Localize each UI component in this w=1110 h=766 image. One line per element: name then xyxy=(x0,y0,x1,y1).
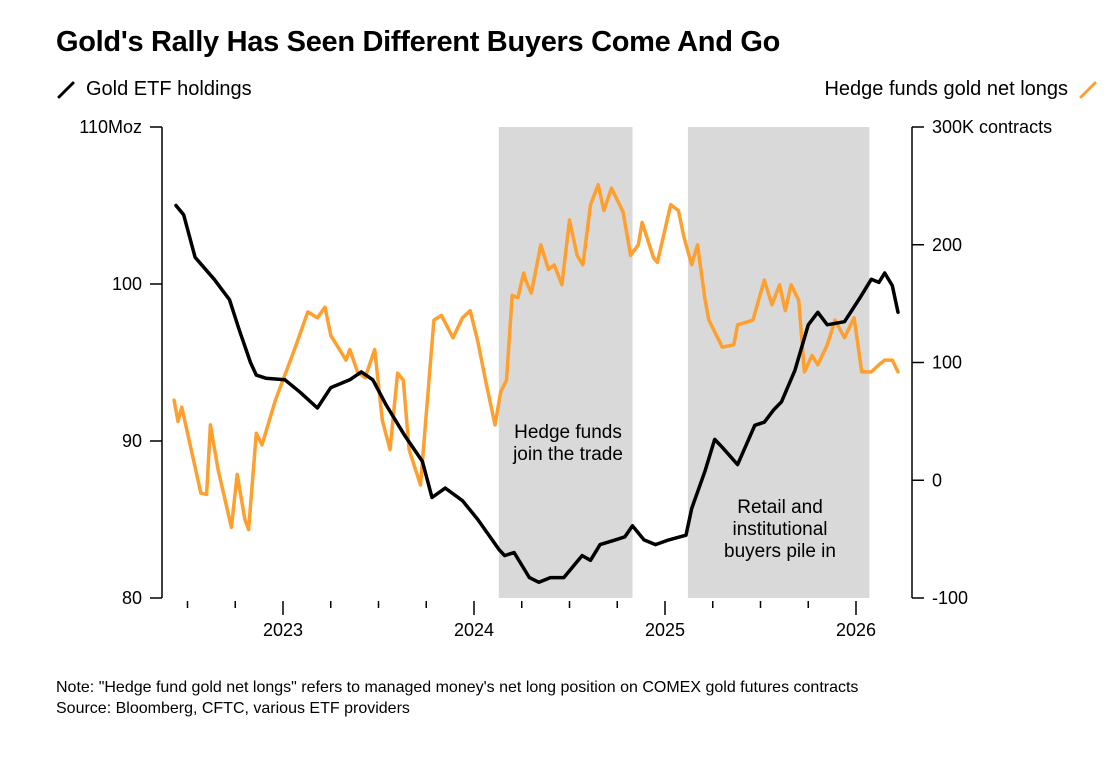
annotation-text-2: institutional xyxy=(732,519,827,540)
right-axis-tick-label: 300K contracts xyxy=(932,117,1052,137)
shaded-period-2 xyxy=(687,127,870,598)
line-swatch-icon xyxy=(1079,81,1097,98)
annotation-text-1: Hedge funds xyxy=(514,422,622,443)
series-lines xyxy=(172,182,900,585)
right-axis-tick-label: 100 xyxy=(932,353,962,373)
series-line-hedge-fund-net-longs xyxy=(172,182,900,532)
x-axis-tick-label: 2023 xyxy=(263,620,303,640)
x-axis-tick-label: 2026 xyxy=(836,620,876,640)
legend-label-hedge: Hedge funds gold net longs xyxy=(824,78,1068,100)
x-axis-tick-label: 2025 xyxy=(645,620,685,640)
legend-item-etf: Gold ETF holdings xyxy=(56,78,252,101)
series-line-etf-holdings xyxy=(174,203,900,585)
footnote: Note: "Hedge fund gold net longs" refers… xyxy=(56,677,1056,719)
shaded-periods xyxy=(498,127,870,598)
x-axis-tick-label: 2024 xyxy=(454,620,494,640)
left-axis-tick-label: 80 xyxy=(122,588,142,608)
chart-title: Gold's Rally Has Seen Different Buyers C… xyxy=(56,26,781,58)
left-axis-tick-label: 110Moz xyxy=(79,117,142,137)
line-swatch-icon xyxy=(57,81,75,98)
annotation-text-2: Retail and xyxy=(737,497,823,518)
legend-label-etf: Gold ETF holdings xyxy=(86,78,252,100)
annotation-text-1: join the trade xyxy=(512,444,623,465)
footnote-note: Note: "Hedge fund gold net longs" refers… xyxy=(56,679,859,696)
right-axis-tick-label: -100 xyxy=(932,588,968,608)
left-axis-tick-label: 100 xyxy=(112,274,142,294)
axes: 110Moz 100 90 80 300K contracts 200 100 0 -100 20… xyxy=(79,117,1052,640)
left-axis-tick-label: 90 xyxy=(122,431,142,451)
footnote-source: Source: Bloomberg, CFTC, various ETF pro… xyxy=(56,700,410,717)
annotation-text-2: buyers pile in xyxy=(724,541,836,562)
right-axis-tick-label: 200 xyxy=(932,235,962,255)
right-axis-tick-label: 0 xyxy=(932,470,942,490)
shaded-period-1 xyxy=(498,127,633,598)
legend-item-hedge: Hedge funds gold net longs xyxy=(824,78,1098,101)
